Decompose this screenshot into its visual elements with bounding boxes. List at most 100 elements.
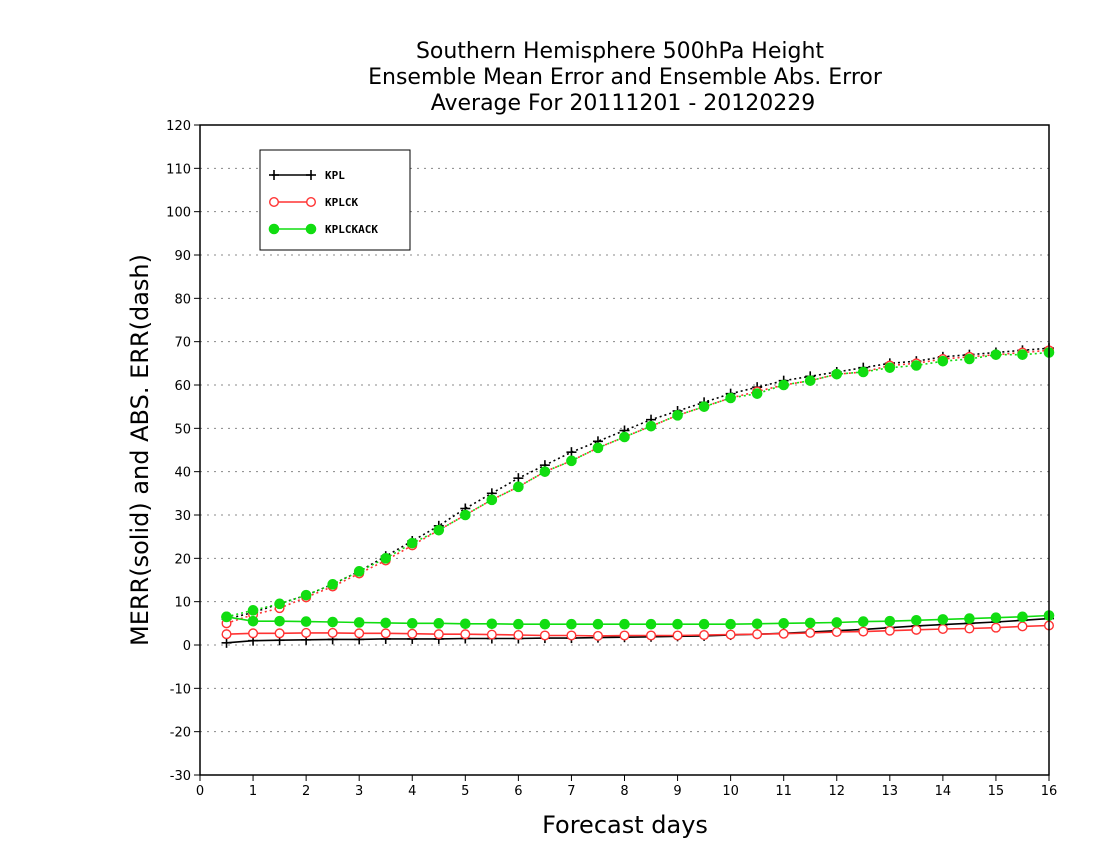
abs-err-point	[247, 605, 259, 616]
merr-point	[725, 618, 736, 630]
abs-err-point	[566, 447, 577, 458]
x-tick-label: 12	[828, 784, 845, 799]
merr-point	[460, 629, 471, 640]
merr-point	[619, 618, 630, 630]
abs-err-point	[831, 368, 843, 380]
legend-marker-start	[268, 223, 280, 235]
merr-point	[301, 627, 312, 638]
merr-point	[831, 627, 842, 638]
chart-title: Southern Hemisphere 500hPa Height Ensemb…	[368, 39, 883, 116]
x-tick-label: 9	[673, 784, 681, 799]
merr-point	[513, 630, 524, 641]
merr-point	[725, 629, 736, 640]
abs-err-point	[300, 589, 312, 601]
merr-point	[486, 618, 498, 630]
merr-point	[1017, 621, 1028, 632]
abs-err-point	[353, 566, 365, 577]
title-line-3: Average For 20111201 - 20120229	[431, 91, 816, 116]
legend-label: KPLCKACK	[325, 223, 378, 236]
x-tick-label: 10	[722, 784, 739, 799]
x-axis-title: Forecast days	[542, 811, 708, 839]
abs-err-point	[778, 379, 789, 391]
merr-point	[911, 615, 922, 626]
merr-point	[990, 612, 1002, 624]
merr-line	[226, 624, 1050, 637]
x-tick-label: 5	[461, 784, 469, 799]
abs-err-point	[990, 349, 1002, 360]
abs-err-point	[566, 455, 577, 467]
merr-point	[300, 616, 312, 627]
merr-point	[433, 618, 445, 629]
abs-err-point	[274, 598, 285, 610]
abs-err-point	[964, 353, 975, 365]
merr-point	[778, 618, 789, 629]
x-tick-label: 3	[355, 784, 363, 799]
merr-point	[964, 623, 975, 634]
merr-point	[274, 615, 285, 627]
abs-err-line	[226, 351, 1050, 618]
abs-err-point	[937, 355, 949, 367]
merr-point	[751, 618, 763, 630]
merr-point	[858, 626, 869, 637]
merr-point	[327, 627, 338, 638]
y-tick-label: -20	[170, 726, 191, 741]
legend-entry-3: KPLCKACK	[268, 223, 378, 236]
abs-err-point	[221, 611, 232, 623]
y-tick-label: 40	[174, 466, 191, 481]
legend-marker-end	[306, 196, 317, 207]
merr-point	[566, 618, 577, 630]
merr-point	[805, 627, 816, 638]
legend-label: KPL	[325, 169, 345, 182]
abs-err-point	[911, 360, 922, 371]
abs-err-point	[672, 410, 683, 421]
abs-err-point	[433, 524, 445, 536]
abs-err-point	[539, 466, 551, 477]
merr-point	[354, 628, 365, 639]
merr-point	[247, 615, 259, 627]
y-tick-label: -10	[170, 682, 191, 697]
series-2	[221, 345, 1054, 641]
merr-point	[433, 629, 444, 640]
legend-marker-start	[269, 196, 280, 207]
legend-marker-end	[305, 223, 317, 235]
merr-point	[460, 618, 471, 630]
y-tick-label: 10	[174, 596, 191, 611]
merr-point	[990, 622, 1001, 633]
merr-point	[698, 618, 710, 630]
y-tick-label: 50	[174, 422, 191, 437]
merr-point	[248, 628, 259, 639]
abs-err-point	[751, 388, 763, 399]
abs-err-point	[857, 366, 869, 378]
y-tick-label: 90	[174, 249, 191, 264]
merr-point	[407, 628, 418, 639]
x-tick-label: 15	[988, 784, 1005, 799]
merr-point	[884, 625, 895, 636]
legend-marker-start	[269, 170, 279, 180]
plot-series	[221, 343, 1055, 648]
x-tick-label: 16	[1041, 784, 1058, 799]
merr-point	[857, 616, 869, 627]
legend-entry-1: KPL	[269, 169, 345, 182]
merr-point	[699, 630, 710, 641]
merr-point	[406, 618, 418, 629]
y-tick-label: 120	[166, 119, 191, 134]
y-tick-label: 20	[174, 552, 191, 567]
merr-point	[380, 617, 392, 629]
abs-err-point	[1017, 349, 1028, 360]
x-tick-label: 4	[408, 784, 416, 799]
merr-point	[539, 630, 550, 641]
abs-err-point	[725, 392, 736, 404]
x-axis: 0 1 2 3 4 5 6 7 8 9 10 11 12 13 14 15 16	[196, 775, 1057, 799]
merr-point	[964, 613, 975, 624]
abs-err-point	[406, 537, 418, 549]
x-tick-label: 8	[620, 784, 628, 799]
y-tick-label: 60	[174, 379, 191, 394]
abs-err-point	[804, 375, 816, 386]
merr-point	[619, 630, 630, 641]
abs-err-point	[645, 420, 657, 432]
y-axis: -30 -20 -10 0 10 20 30 40 50 60 70 80 90 100 110 120	[166, 119, 200, 784]
abs-err-point	[380, 553, 392, 564]
merr-point	[539, 618, 551, 630]
legend-entry-2: KPLCK	[269, 196, 358, 209]
